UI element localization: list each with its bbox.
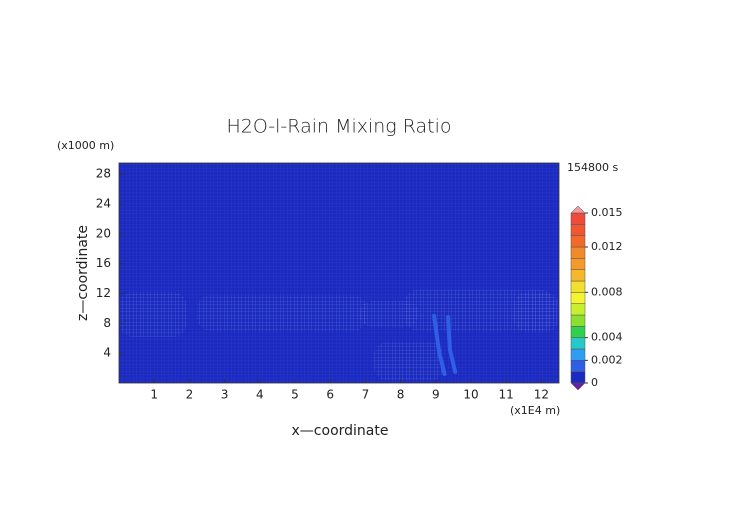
- colorbar-tick-label: 0: [591, 376, 598, 389]
- field-mesh: [119, 163, 559, 383]
- chart-title: H2O-l-Rain Mixing Ratio: [226, 116, 451, 138]
- x-tick-label: 3: [221, 388, 229, 402]
- y-tick-label: 24: [96, 197, 111, 211]
- y-tick-label: 4: [103, 346, 111, 360]
- rain-streak: [432, 313, 447, 377]
- x-tick-label: 8: [397, 388, 405, 402]
- y-tick-label: 20: [96, 226, 111, 240]
- y-tick-label: 8: [103, 316, 111, 330]
- x-tick-label: 5: [291, 388, 299, 402]
- y-tick-label: 28: [96, 167, 111, 181]
- x-axis-label: x—coordinate: [292, 423, 389, 439]
- x-tick-label: 2: [186, 388, 194, 402]
- cloud-region: [374, 341, 444, 381]
- colorbar-segment: [570, 258, 586, 270]
- x-tick-label: 4: [256, 388, 264, 402]
- colorbar-over: [570, 205, 586, 214]
- x-unit: (x1E4 m): [510, 404, 560, 417]
- y-tick-label: 16: [96, 256, 111, 270]
- colorbar-segment: [570, 292, 586, 304]
- plot-frame: [118, 162, 560, 384]
- colorbar-segment: [570, 326, 586, 338]
- colorbar-tick-label: 0.012: [591, 240, 623, 253]
- rain-streak: [446, 315, 458, 374]
- colorbar-segment: [570, 246, 586, 259]
- colorbar-segment: [570, 371, 586, 384]
- y-unit: (x1000 m): [57, 139, 114, 152]
- time-label: 154800 s: [567, 161, 618, 174]
- cloud-region: [197, 295, 367, 331]
- colorbar-segment: [570, 348, 586, 361]
- x-tick-label: 9: [432, 388, 440, 402]
- colorbar-tick-label: 0.002: [591, 353, 623, 366]
- colorbar-segment: [570, 212, 586, 225]
- colorbar-under: [570, 382, 586, 391]
- colorbar-segment: [570, 337, 586, 350]
- colorbar-segment: [570, 269, 586, 282]
- colorbar-tick-label: 0.008: [591, 285, 623, 298]
- colorbar-segment: [570, 280, 586, 293]
- x-tick-label: 11: [499, 388, 514, 402]
- y-axis-label: z—coordinate: [75, 225, 91, 321]
- x-tick-label: 6: [326, 388, 334, 402]
- colorbar-tick-label: 0.004: [591, 331, 623, 344]
- cloud-region: [514, 292, 559, 333]
- cloud-region: [119, 292, 187, 337]
- colorbar-tick-label: 0.015: [591, 206, 623, 219]
- colorbar-segment: [570, 360, 586, 372]
- x-tick-label: 1: [150, 388, 158, 402]
- field: [119, 163, 559, 383]
- y-tick-label: 12: [96, 286, 111, 300]
- colorbar-segment: [570, 224, 586, 236]
- colorbar-segment: [570, 235, 586, 248]
- colorbar-segment: [570, 314, 586, 327]
- x-tick-label: 7: [362, 388, 370, 402]
- x-tick-label: 10: [463, 388, 478, 402]
- x-tick-label: 12: [534, 388, 549, 402]
- colorbar-segment: [570, 303, 586, 316]
